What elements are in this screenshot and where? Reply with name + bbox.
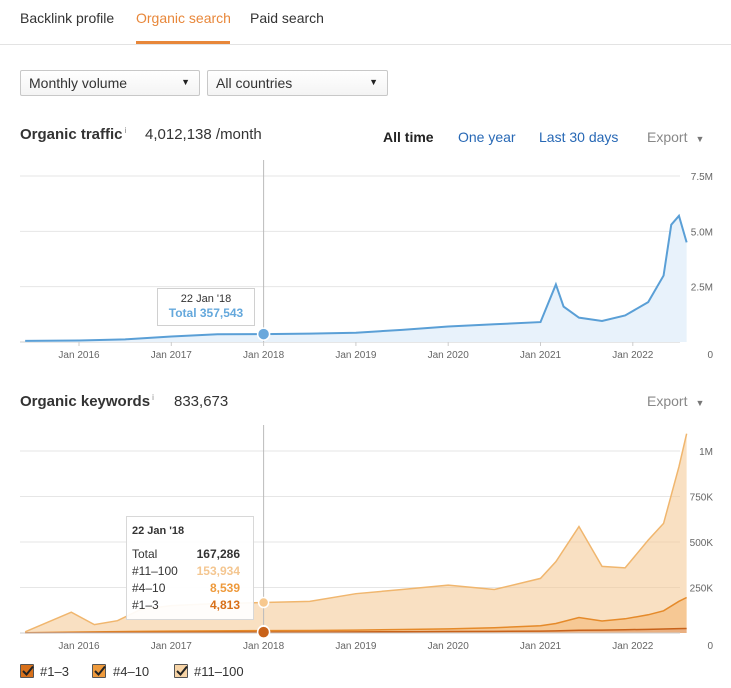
caret-down-icon: ▼: [181, 77, 190, 87]
y-tick-label: 2.5M: [691, 283, 713, 294]
keywords-tooltip-date: 22 Jan '18: [132, 525, 185, 537]
legend-checkbox-11-100[interactable]: [174, 664, 188, 678]
tooltip-value: 8,539: [209, 581, 240, 595]
checkmark-icon: [94, 665, 106, 676]
x-tick-label: Jan 2016: [58, 641, 100, 652]
cursor-point: [256, 327, 271, 341]
range-one-year[interactable]: One year: [458, 129, 516, 145]
x-tick-label: Jan 2018: [243, 350, 285, 361]
x-tick-label: Jan 2017: [151, 350, 193, 361]
y-tick-label: 500K: [690, 538, 714, 549]
legend-label-11-100[interactable]: #11–100: [194, 664, 244, 679]
tab-backlink-profile[interactable]: Backlink profile: [20, 10, 115, 26]
tab-bar: Backlink profile Organic search Paid sea…: [0, 0, 731, 45]
tooltip-label: Total: [132, 547, 158, 561]
y-tick-label: 0: [707, 350, 713, 361]
keywords-title: Organic keywords i: [20, 393, 154, 410]
y-tick-label: 1M: [699, 447, 713, 458]
active-tab-indicator: [136, 41, 230, 44]
export-label: Export: [647, 129, 688, 145]
y-tick-label: 7.5M: [691, 172, 713, 183]
caret-down-icon: ▼: [369, 77, 378, 87]
organic-keywords-chart[interactable]: 0 250K 500K 750K 1M Jan 2016 Jan 2017 Jan 2018 J…: [0, 425, 731, 655]
caret-down-icon: ▼: [695, 134, 705, 144]
traffic-tooltip-date: 22 Jan '18: [180, 293, 232, 305]
traffic-tooltip: 22 Jan '18 Total 357,543: [157, 288, 255, 326]
x-tick-label: Jan 2019: [335, 641, 377, 652]
tooltip-row-1-3: #1–3 4,813: [132, 598, 248, 615]
traffic-title: Organic traffic i: [20, 126, 126, 143]
tooltip-row-total: Total 167,286: [132, 547, 248, 564]
range-last-30-days[interactable]: Last 30 days: [539, 129, 619, 145]
legend-checkbox-4-10[interactable]: [92, 664, 106, 678]
x-tick-label: Jan 2019: [335, 350, 377, 361]
traffic-export-button[interactable]: Export ▼: [647, 129, 704, 145]
volume-select-value: Monthly volume: [29, 75, 128, 91]
tooltip-value: 4,813: [209, 598, 240, 612]
country-select-value: All countries: [216, 75, 293, 91]
x-tick-label: Jan 2020: [428, 641, 470, 652]
tooltip-row-4-10: #4–10 8,539: [132, 581, 248, 598]
organic-traffic-chart[interactable]: 0 2.5M 5.0M 7.5M Jan 2016 Jan 2017 Jan 2018 Jan…: [0, 160, 731, 380]
traffic-value: 4,012,138 /month: [145, 126, 262, 143]
tooltip-label: #11–100: [132, 564, 178, 578]
y-tick-label: 750K: [690, 493, 714, 504]
country-select[interactable]: All countries ▼: [207, 70, 388, 96]
volume-select[interactable]: Monthly volume ▼: [20, 70, 200, 96]
keywords-tooltip: 22 Jan '18 Total 167,286 #11–100 153,934…: [126, 516, 254, 620]
series-4-10-area-line: [25, 596, 687, 634]
checkmark-icon: [22, 665, 34, 676]
tooltip-value: 167,286: [196, 547, 240, 561]
series-11-100-area: [25, 433, 687, 633]
x-tick-label: Jan 2021: [520, 641, 562, 652]
y-tick-label: 250K: [690, 584, 714, 595]
info-icon[interactable]: i: [124, 126, 127, 135]
tooltip-row-11-100: #11–100 153,934: [132, 564, 248, 581]
info-icon[interactable]: i: [152, 393, 154, 402]
caret-down-icon: ▼: [695, 398, 705, 408]
traffic-tooltip-total: Total 357,543: [168, 306, 244, 320]
x-tick-label: Jan 2016: [58, 350, 100, 361]
legend-checkbox-1-3[interactable]: [20, 664, 34, 678]
x-tick-label: Jan 2020: [428, 350, 470, 361]
legend-label-1-3[interactable]: #1–3: [40, 664, 69, 679]
series-1-3-area-line: [25, 627, 687, 634]
traffic-line: [25, 213, 688, 342]
tooltip-value: 153,934: [196, 564, 240, 578]
legend-label-4-10[interactable]: #4–10: [113, 664, 150, 679]
tooltip-label: #1–3: [132, 598, 159, 612]
y-tick-label: 5.0M: [691, 227, 713, 238]
tab-organic-search[interactable]: Organic search: [136, 10, 231, 26]
traffic-area: [25, 215, 687, 342]
x-tick-label: Jan 2022: [612, 641, 654, 652]
y-tick-label: 0: [707, 641, 713, 652]
tooltip-label: #4–10: [132, 581, 166, 595]
export-label: Export: [647, 393, 688, 409]
keywords-title-text: Organic keywords: [20, 393, 151, 410]
keywords-export-button[interactable]: Export ▼: [647, 393, 704, 409]
x-tick-label: Jan 2018: [243, 641, 285, 652]
x-tick-label: Jan 2022: [612, 350, 654, 361]
range-all-time[interactable]: All time: [383, 129, 434, 145]
cursor-point-11-100: [257, 596, 270, 609]
keywords-value: 833,673: [174, 393, 229, 410]
x-tick-label: Jan 2017: [151, 641, 193, 652]
x-tick-label: Jan 2021: [520, 350, 562, 361]
traffic-title-text: Organic traffic: [20, 126, 123, 143]
cursor-point-1-3: [256, 625, 271, 639]
tab-paid-search[interactable]: Paid search: [250, 10, 324, 26]
checkmark-icon: [176, 665, 188, 676]
